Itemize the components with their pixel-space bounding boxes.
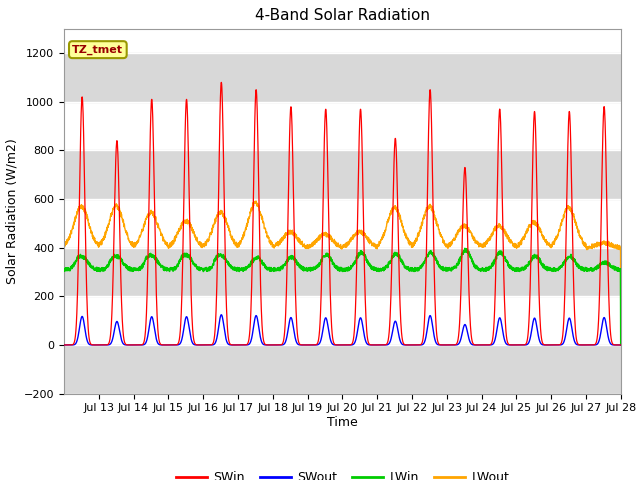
Y-axis label: Solar Radiation (W/m2): Solar Radiation (W/m2) [5, 138, 18, 284]
Bar [64, 53, 621, 102]
X-axis label: Time: Time [327, 416, 358, 429]
Title: 4-Band Solar Radiation: 4-Band Solar Radiation [255, 9, 430, 24]
Bar [64, 248, 621, 296]
Text: TZ_tmet: TZ_tmet [72, 45, 124, 55]
Legend: SWin, SWout, LWin, LWout: SWin, SWout, LWin, LWout [170, 467, 515, 480]
Bar [64, 345, 621, 394]
Bar [64, 150, 621, 199]
